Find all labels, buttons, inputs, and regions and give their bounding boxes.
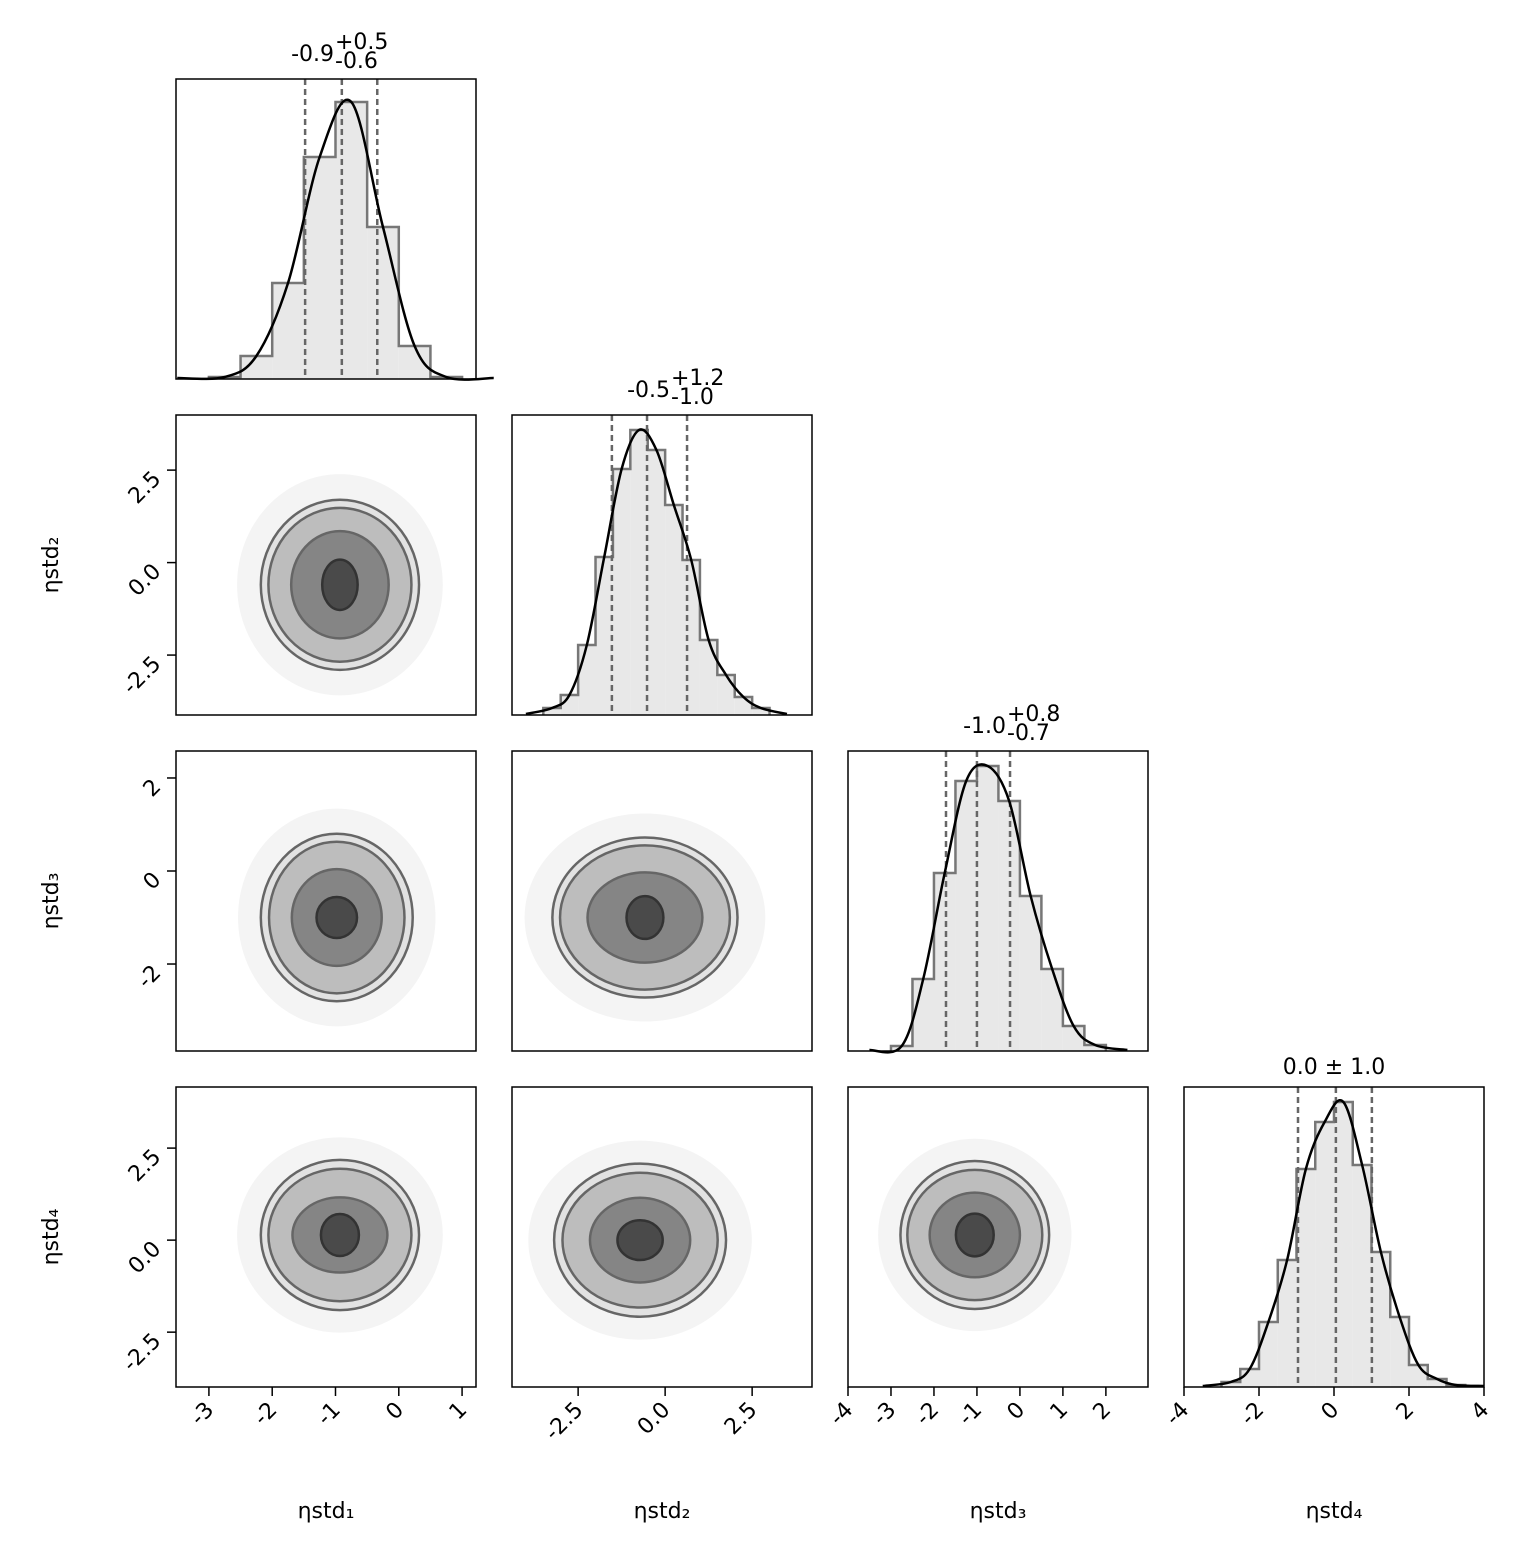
- hist-title: -0.9: [291, 42, 334, 67]
- hist-bar: [240, 356, 273, 379]
- kde-curve: [869, 763, 1128, 1054]
- hist-bar: [272, 283, 304, 379]
- contour: [319, 1212, 361, 1258]
- hist-bar: [933, 873, 956, 1051]
- panel-frame: [511, 414, 813, 716]
- y-axis-label: ηstd₃: [39, 873, 64, 930]
- y-axis-label: ηstd₄: [39, 1208, 64, 1265]
- hist-bar: [734, 697, 753, 715]
- hist-bar: [1334, 1102, 1353, 1387]
- x-axis-label: ηstd₃: [970, 1499, 1027, 1524]
- hist-bar: [699, 640, 718, 715]
- panel-frame: [511, 1086, 813, 1388]
- hist-bar: [752, 708, 770, 715]
- hist-bar: [543, 708, 561, 715]
- y-axis-label: ηstd₂: [39, 537, 64, 594]
- panel-frame: [847, 1086, 1149, 1388]
- hist-bar: [1062, 1026, 1085, 1051]
- contour: [315, 895, 359, 940]
- hist-bar: [1019, 896, 1042, 1051]
- panel-frame: [175, 750, 477, 1052]
- hist-title: -1.0: [963, 714, 1006, 739]
- contour: [320, 558, 359, 612]
- hist-bar: [1371, 1252, 1391, 1387]
- kde-curve: [525, 428, 788, 716]
- hist-bar: [912, 979, 934, 1051]
- hist-title: -0.5: [627, 378, 670, 403]
- hist-title-upper: +1.2: [671, 366, 724, 391]
- hist-bar: [560, 695, 579, 715]
- hist-bar: [976, 766, 999, 1051]
- hist-bar: [1427, 1379, 1447, 1387]
- hist-title: 0.0 ± 1.0: [1283, 1055, 1385, 1080]
- hist-bar: [1277, 1260, 1297, 1387]
- hist-bar: [367, 227, 399, 379]
- hist-title-lower: -0.7: [1007, 721, 1050, 746]
- hist-bar: [890, 1046, 913, 1051]
- panel-frame: [175, 1086, 477, 1388]
- hist-bar: [578, 645, 596, 715]
- hist-bar: [717, 675, 735, 715]
- hist-bar: [1390, 1317, 1409, 1387]
- contour: [954, 1212, 995, 1258]
- hist-bar: [335, 102, 368, 379]
- hist-bar: [595, 557, 613, 715]
- hist-bar: [1352, 1165, 1372, 1387]
- x-axis-label: ηstd₄: [1306, 1499, 1363, 1524]
- panel-frame: [511, 750, 813, 1052]
- hist-title-lower: -1.0: [671, 385, 714, 410]
- hist-bar: [665, 505, 683, 715]
- x-axis-label: ηstd₂: [634, 1499, 691, 1524]
- hist-bar: [1259, 1322, 1278, 1387]
- hist-bar: [1221, 1382, 1241, 1387]
- hist-bar: [1409, 1365, 1428, 1387]
- contour: [625, 894, 665, 941]
- hist-bar: [303, 157, 336, 379]
- panel-frame: [175, 414, 477, 716]
- hist-bar: [398, 346, 431, 379]
- contour: [616, 1219, 664, 1262]
- hist-bar: [1084, 1045, 1106, 1051]
- hist-bar: [1315, 1122, 1334, 1387]
- hist-bar: [630, 430, 648, 715]
- hist-title-upper: +0.8: [1007, 702, 1060, 727]
- kde-curve: [1202, 1099, 1485, 1388]
- hist-bar: [1041, 969, 1063, 1051]
- kde-curve: [177, 98, 494, 381]
- x-axis-label: ηstd₁: [298, 1499, 355, 1524]
- hist-title-upper: +0.5: [335, 30, 388, 55]
- panel-frame: [847, 750, 1149, 1052]
- hist-bar: [955, 781, 977, 1051]
- hist-outline: [207, 100, 464, 379]
- hist-title-lower: -0.6: [335, 49, 378, 74]
- hist-bar: [612, 469, 631, 715]
- hist-bar: [1296, 1169, 1316, 1387]
- hist-bar: [647, 450, 666, 715]
- panel-frame: [175, 78, 477, 380]
